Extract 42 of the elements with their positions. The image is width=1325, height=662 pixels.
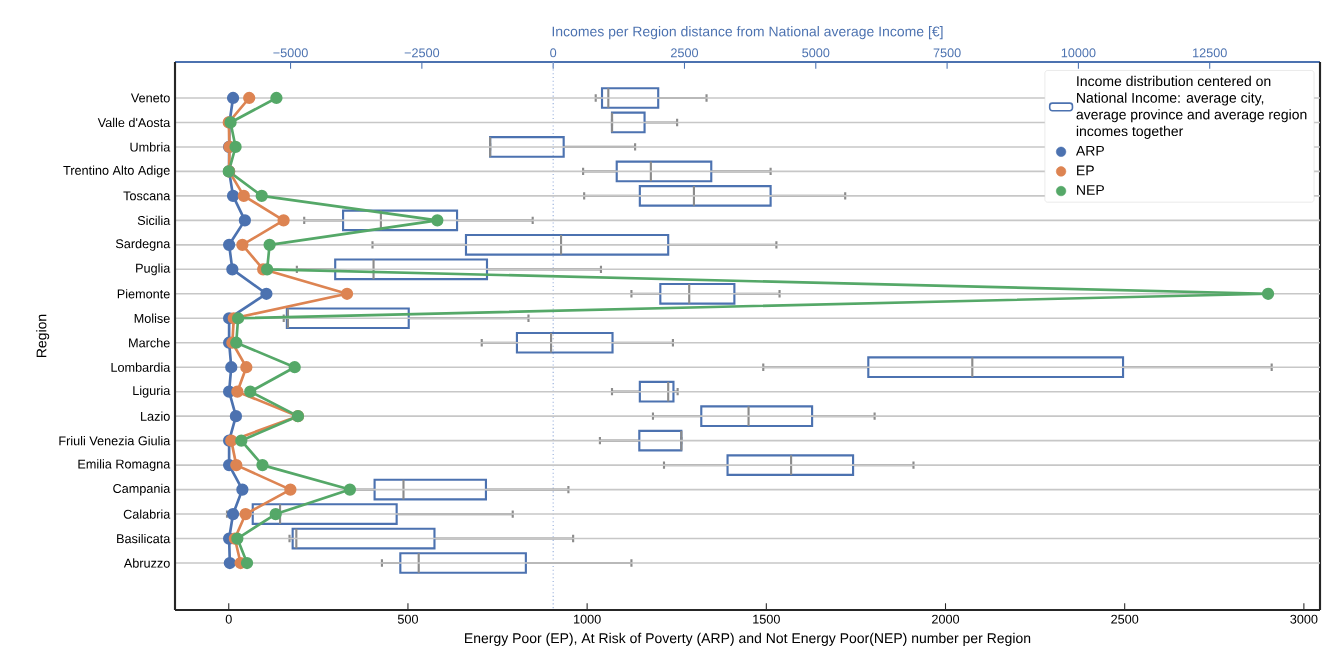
legend-label: Income distribution centered on National Income: average city, average province and average region incomes together: [1076, 75, 1307, 139]
y-tick-label: Puglia: [136, 263, 171, 276]
x-tick-label: 2500: [1111, 614, 1139, 624]
y-tick-label: Abruzzo: [123, 558, 170, 568]
x-tick-label: 1500: [753, 614, 780, 624]
x2-tick-label: −2500: [404, 48, 440, 58]
x2-tick-label: 12500: [1193, 48, 1227, 58]
x2-tick-label: 5000: [802, 48, 830, 58]
x2-axis-title: Incomes per Region distance from National average Income [€]: [552, 26, 943, 40]
x-tick-label: 1000: [574, 614, 601, 624]
y-tick-label: Liguria: [133, 385, 171, 398]
y-tick-label: Piemonte: [117, 289, 170, 299]
y-tick-label: Friuli Venezia Giulia: [59, 435, 171, 446]
y-tick-label: Molise: [134, 313, 170, 323]
legend-label: EP: [1077, 165, 1094, 176]
x2-tick-label: 10000: [1061, 48, 1096, 58]
x-tick-label: 0: [225, 614, 232, 624]
x2-tick-label: 7500: [933, 48, 961, 58]
y-tick-label: Calabria: [123, 509, 171, 519]
y-tick-label: Basilicata: [117, 533, 171, 544]
x-tick-label: 500: [397, 614, 419, 624]
x-tick-label: 3000: [1290, 614, 1318, 624]
y-tick-label: Lombardia: [111, 362, 171, 372]
y-tick-label: Valle d'Aosta: [97, 117, 171, 128]
y-tick-label: Toscana: [123, 191, 171, 201]
y-tick-label: Umbria: [130, 142, 171, 152]
y-tick-label: Veneto: [130, 93, 170, 103]
y-tick-label: Lazio: [141, 411, 170, 421]
legend-label: ARP: [1075, 145, 1104, 156]
x2-tick-label: 0: [550, 48, 557, 58]
x-tick-label: 2000: [932, 614, 960, 624]
x2-tick-label: −5000: [273, 48, 308, 58]
y-tick-label: Sicilia: [137, 215, 171, 226]
x-axis-title: Energy Poor (EP), At Risk of Poverty (ARP) and Not Energy Poor(NEP) number per Region: [465, 632, 1031, 646]
y-axis-title: Region: [36, 314, 50, 358]
y-tick-label: Sardegna: [115, 238, 171, 251]
y-tick-label: Emilia Romagna: [78, 459, 171, 472]
y-tick-label: Trentino Alto Adige: [63, 165, 170, 178]
x2-tick-label: 2500: [671, 48, 699, 58]
legend-label: NEP: [1077, 185, 1104, 195]
y-tick-label: Campania: [113, 483, 171, 496]
y-tick-label: Marche: [129, 338, 170, 348]
